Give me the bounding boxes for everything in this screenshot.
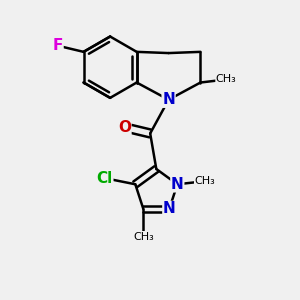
Text: Cl: Cl (97, 171, 113, 186)
Text: CH₃: CH₃ (216, 74, 237, 85)
Text: CH₃: CH₃ (133, 232, 154, 242)
Text: N: N (162, 92, 175, 107)
Text: N: N (163, 202, 176, 217)
Text: CH₃: CH₃ (195, 176, 215, 186)
Text: N: N (171, 177, 184, 192)
Text: F: F (52, 38, 63, 53)
Text: O: O (118, 120, 131, 135)
